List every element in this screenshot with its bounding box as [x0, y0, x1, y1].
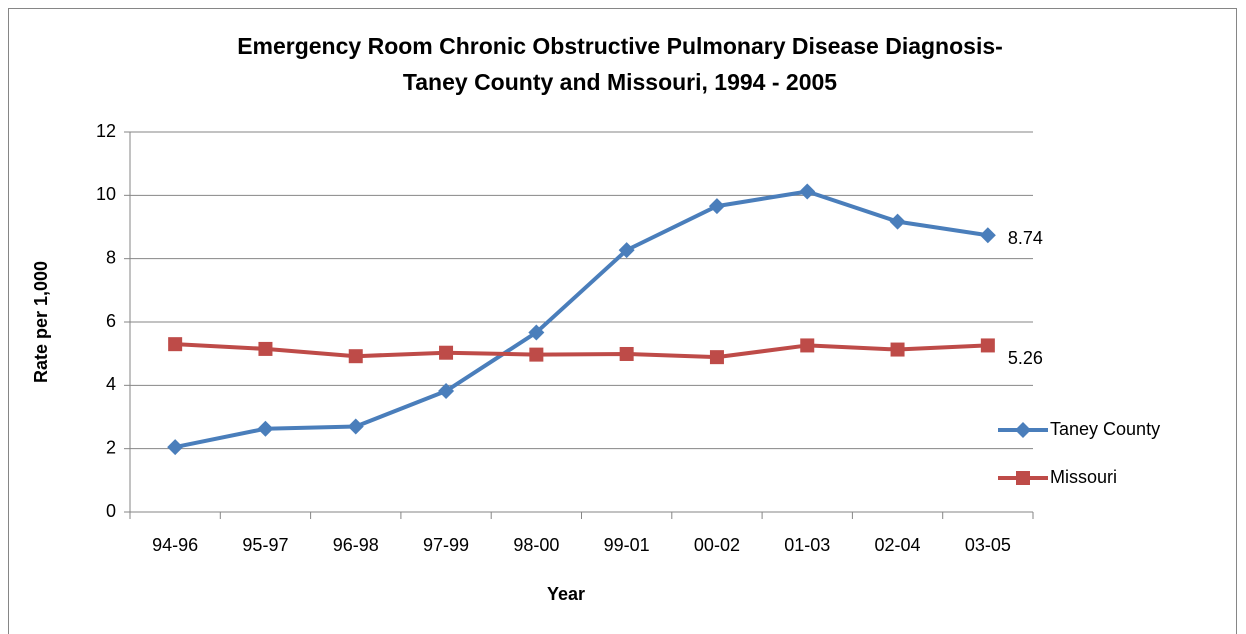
x-tick-label: 96-98 [333, 535, 379, 555]
data-point [438, 383, 455, 400]
chart-title: Taney County and Missouri, 1994 - 2005 [403, 69, 837, 95]
data-point [167, 439, 184, 456]
legend-label: Taney County [1050, 419, 1160, 439]
series-line [174, 189, 989, 450]
x-tick-label: 94-96 [152, 535, 198, 555]
y-tick-label: 10 [96, 184, 116, 204]
chart-border [8, 8, 1237, 634]
y-tick-label: 8 [106, 247, 116, 267]
x-tick-label: 03-05 [965, 535, 1011, 555]
data-point [529, 347, 544, 362]
legend-marker [1016, 471, 1030, 485]
data-point [800, 338, 815, 353]
data-point [347, 418, 364, 435]
x-tick-label: 01-03 [784, 535, 830, 555]
data-point [890, 342, 905, 357]
data-point [348, 349, 363, 364]
x-axis-title: Year [547, 584, 585, 604]
data-point [528, 324, 545, 341]
data-point [257, 420, 274, 437]
data-point [709, 350, 724, 365]
data-point [889, 213, 906, 230]
x-tick-label: 98-00 [513, 535, 559, 555]
data-point [708, 198, 725, 215]
series-line [175, 342, 988, 360]
y-tick-label: 12 [96, 121, 116, 141]
x-tick-label: 95-97 [242, 535, 288, 555]
y-tick-label: 0 [106, 501, 116, 521]
y-tick-label: 4 [106, 374, 116, 394]
data-point [979, 227, 996, 244]
data-point [168, 337, 183, 352]
data-point [258, 341, 273, 356]
x-tick-label: 00-02 [694, 535, 740, 555]
data-point [619, 346, 634, 361]
legend-label: Missouri [1050, 467, 1117, 487]
y-tick-label: 2 [106, 437, 116, 457]
legend-marker [1015, 422, 1031, 438]
data-label: 5.26 [1008, 348, 1043, 368]
y-axis-title: Rate per 1,000 [31, 261, 51, 383]
data-point [980, 338, 995, 353]
data-point [799, 183, 816, 200]
y-tick-label: 6 [106, 311, 116, 331]
data-label: 8.74 [1008, 228, 1043, 248]
chart-title: Emergency Room Chronic Obstructive Pulmo… [237, 33, 1003, 59]
x-tick-label: 02-04 [875, 535, 921, 555]
x-tick-label: 99-01 [604, 535, 650, 555]
data-point [439, 345, 454, 360]
data-point [618, 242, 635, 259]
x-tick-label: 97-99 [423, 535, 469, 555]
